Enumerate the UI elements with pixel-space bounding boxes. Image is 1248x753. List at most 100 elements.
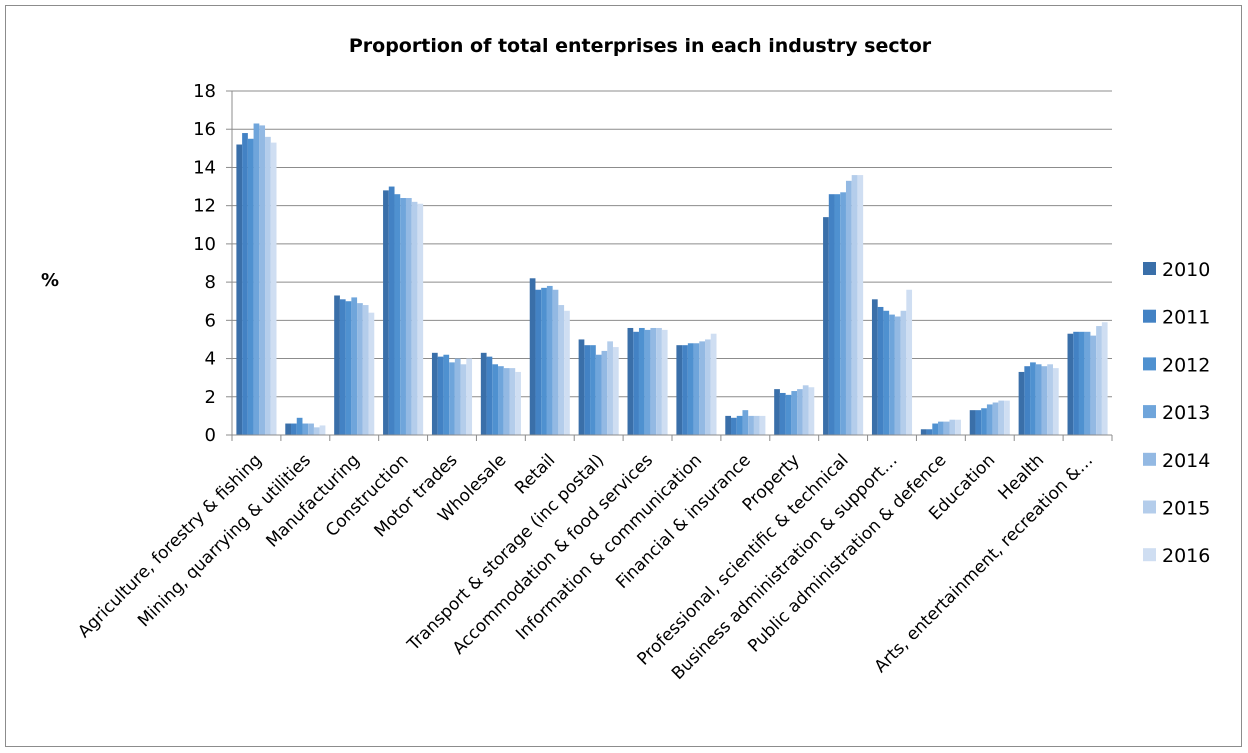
bar bbox=[535, 289, 542, 435]
bar bbox=[515, 371, 521, 435]
legend-swatch bbox=[1143, 405, 1156, 419]
bar bbox=[503, 368, 510, 435]
bars bbox=[236, 123, 1108, 436]
legend: 2010 2011 2012 2013 2014 2015 2016 bbox=[1143, 259, 1210, 567]
bar bbox=[906, 289, 913, 435]
bar bbox=[834, 194, 841, 435]
bar bbox=[1067, 333, 1074, 435]
bar bbox=[731, 417, 737, 435]
bar bbox=[627, 327, 634, 435]
bar bbox=[357, 303, 363, 435]
bar bbox=[368, 312, 375, 435]
bar bbox=[546, 285, 553, 435]
legend-swatch bbox=[1143, 452, 1156, 466]
bar bbox=[894, 316, 901, 435]
bar bbox=[986, 404, 993, 435]
y-tick-label: 10 bbox=[193, 234, 216, 255]
bar bbox=[828, 194, 835, 435]
bar bbox=[578, 339, 585, 435]
bar bbox=[1101, 322, 1108, 435]
bar bbox=[753, 415, 760, 435]
bar bbox=[969, 410, 976, 435]
bar bbox=[443, 354, 450, 435]
bar bbox=[1018, 371, 1025, 435]
bar bbox=[259, 125, 266, 436]
bar bbox=[270, 142, 277, 435]
legend-label: 2014 bbox=[1162, 450, 1210, 472]
bar bbox=[1096, 326, 1102, 435]
bar bbox=[748, 415, 754, 435]
bar bbox=[920, 429, 927, 435]
bar bbox=[1024, 366, 1031, 435]
legend-swatch bbox=[1143, 309, 1156, 323]
y-tick-label: 0 bbox=[205, 425, 216, 446]
bar bbox=[699, 341, 706, 435]
gridlines bbox=[232, 90, 1112, 398]
bar bbox=[1041, 366, 1048, 435]
bar bbox=[883, 310, 890, 435]
legend-swatch bbox=[1143, 262, 1156, 275]
bar bbox=[564, 310, 570, 435]
bar bbox=[541, 287, 547, 435]
bar bbox=[558, 305, 565, 435]
x-category-label: Business administration & support… bbox=[668, 450, 901, 683]
bar bbox=[291, 423, 297, 435]
bar bbox=[1073, 331, 1079, 435]
bar bbox=[949, 419, 956, 435]
legend-label: 2012 bbox=[1162, 354, 1210, 376]
bar bbox=[236, 144, 243, 435]
bar bbox=[823, 217, 829, 435]
bar bbox=[693, 343, 700, 435]
bar bbox=[742, 410, 749, 435]
bar bbox=[998, 400, 1005, 435]
bar bbox=[584, 345, 591, 435]
bar bbox=[607, 341, 613, 435]
legend-swatch bbox=[1143, 500, 1156, 514]
bar bbox=[900, 310, 907, 435]
bar bbox=[992, 402, 999, 435]
bar bbox=[779, 392, 786, 435]
bar bbox=[1047, 364, 1053, 435]
bar bbox=[253, 123, 260, 435]
bar bbox=[394, 194, 401, 435]
bar bbox=[785, 394, 792, 435]
bar bbox=[1090, 335, 1097, 435]
bar bbox=[808, 387, 815, 435]
legend-label: 2011 bbox=[1162, 307, 1210, 329]
bar bbox=[687, 343, 694, 435]
bar bbox=[411, 201, 418, 435]
chart-title: Proportion of total enterprises in each … bbox=[349, 35, 932, 57]
axes bbox=[226, 90, 1113, 441]
bar bbox=[774, 389, 780, 435]
bar bbox=[449, 362, 455, 435]
legend-label: 2013 bbox=[1162, 402, 1210, 424]
bar bbox=[612, 347, 619, 435]
bar bbox=[851, 175, 858, 436]
bar bbox=[725, 415, 732, 435]
bar bbox=[480, 352, 487, 435]
bar bbox=[351, 297, 358, 435]
y-tick-label: 2 bbox=[205, 387, 216, 408]
bar bbox=[466, 358, 473, 435]
bar bbox=[405, 198, 412, 435]
bar bbox=[676, 345, 683, 435]
bar bbox=[285, 423, 292, 435]
bar bbox=[1052, 368, 1059, 435]
bar bbox=[802, 385, 809, 435]
bar bbox=[682, 345, 688, 435]
bar bbox=[633, 331, 639, 435]
bar bbox=[840, 192, 846, 435]
bar bbox=[650, 327, 657, 435]
y-tick-label: 4 bbox=[205, 349, 216, 370]
y-tick-label: 18 bbox=[193, 81, 216, 102]
bar bbox=[705, 339, 711, 435]
bar bbox=[1030, 362, 1036, 435]
bar bbox=[601, 350, 608, 435]
bar bbox=[595, 354, 602, 435]
bar bbox=[509, 368, 516, 435]
bar bbox=[791, 391, 798, 435]
y-tick-label: 6 bbox=[205, 310, 216, 331]
legend-swatch bbox=[1143, 357, 1156, 371]
bar bbox=[1004, 400, 1010, 435]
